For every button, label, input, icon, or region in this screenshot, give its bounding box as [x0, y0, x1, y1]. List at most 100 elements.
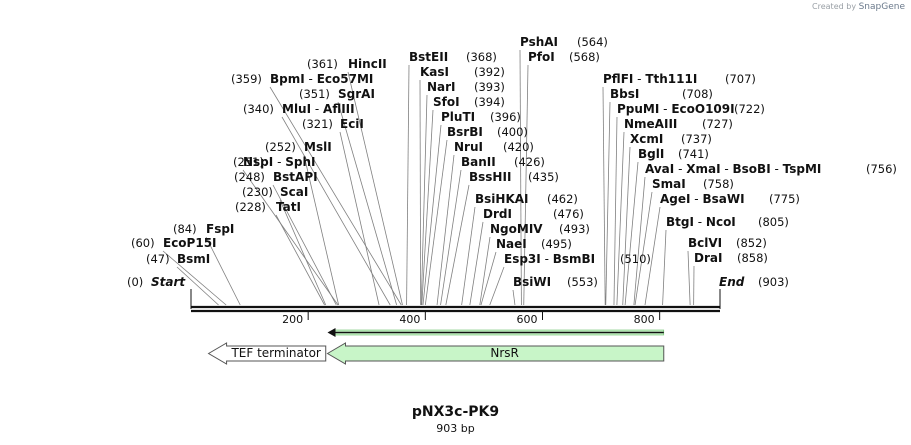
- site-label-ecop15i[interactable]: EcoP15I: [163, 236, 217, 250]
- site-leader-nmeaiii: [616, 131, 625, 306]
- site-pos-naei: (495): [541, 237, 572, 251]
- site-label-nmeaiii[interactable]: NmeAIII: [624, 117, 677, 131]
- site-label-bsiwi[interactable]: BsiWI: [513, 275, 551, 289]
- site-pos-fspi: (84): [173, 222, 197, 236]
- site-pos-ecop15i: (60): [131, 236, 155, 250]
- site-leader-nrui: [436, 154, 455, 306]
- site-label-scai[interactable]: ScaI: [280, 185, 308, 199]
- site-label-bgli[interactable]: BglI: [638, 147, 664, 161]
- tick-label-200: 200: [282, 313, 303, 326]
- site-leader-bsrbi: [424, 139, 448, 306]
- site-label-bsshii[interactable]: BssHII: [469, 170, 511, 184]
- feature-label-tef-terminator: TEF terminator: [230, 346, 320, 360]
- site-label-bsrbi[interactable]: BsrBI: [447, 125, 483, 139]
- site-label-bpmi[interactable]: BpmI - Eco57MI: [270, 72, 373, 86]
- site-label-xcmi[interactable]: XcmI: [630, 132, 663, 146]
- feature-arrow-nrsr[interactable]: [326, 342, 665, 365]
- site-leader-bsteii: [406, 64, 410, 306]
- site-pos-esp3i: (510): [620, 252, 651, 266]
- site-label-bclvi[interactable]: BclVI: [688, 236, 722, 250]
- site-label-ppumi[interactable]: PpuMI - EcoO109I: [617, 102, 735, 116]
- site-label-kasi[interactable]: KasI: [420, 65, 449, 79]
- start-label[interactable]: Start: [151, 275, 186, 289]
- sequence-map: FspI (84)EcoP15I (60) BsmI (47) MslI (252)NspI…: [127, 35, 897, 365]
- tick-label-400: 400: [399, 313, 420, 326]
- site-leader-bsshii: [445, 184, 470, 306]
- site-leader-smai: [634, 191, 653, 306]
- site-leader-naei: [480, 251, 497, 306]
- site-leader-bbsi: [605, 101, 611, 306]
- site-label-btgi[interactable]: BtgI - NcoI: [666, 215, 736, 229]
- site-label-banii[interactable]: BanII: [461, 155, 496, 169]
- ruler-ticks: 200 400 600 800: [282, 311, 661, 326]
- site-label-bsihkai[interactable]: BsiHKAI: [475, 192, 529, 206]
- site-pos-bsteii: (368): [466, 50, 497, 64]
- start-pos: (0): [127, 275, 143, 289]
- site-label-bbsi[interactable]: BbsI: [610, 87, 639, 101]
- feature-nrsr[interactable]: NrsR: [326, 342, 665, 365]
- orf-arrow[interactable]: [327, 328, 665, 337]
- site-label-smai[interactable]: SmaI: [652, 177, 686, 191]
- site-label-pshai[interactable]: PshAI: [520, 35, 558, 49]
- feature-tef-terminator[interactable]: TEF terminator: [207, 342, 327, 365]
- site-leader-ecii: [339, 131, 380, 306]
- end-label[interactable]: End: [719, 275, 745, 289]
- site-pos-ppumi: (722): [734, 102, 765, 116]
- site-pos-nspi: (251): [233, 155, 264, 169]
- tick-label-800: 800: [634, 313, 655, 326]
- site-label-msli[interactable]: MslI: [304, 140, 332, 154]
- site-label-pfoi[interactable]: PfoI: [528, 50, 555, 64]
- site-leader-sfoi: [421, 109, 434, 306]
- site-label-fspi[interactable]: FspI: [206, 222, 234, 236]
- site-labels: FspI (84)EcoP15I (60) BsmI (47) MslI (252)NspI…: [131, 35, 897, 289]
- site-leader-banii: [440, 169, 462, 306]
- site-leader-ngomiv: [479, 236, 491, 306]
- site-label-hincii[interactable]: HincII: [348, 57, 387, 71]
- site-pos-scai: (230): [242, 185, 273, 199]
- site-leader-nspi: [242, 169, 339, 306]
- feature-label-nrsr: NrsR: [490, 346, 519, 360]
- site-label-pflfi[interactable]: PflFI - Tth111I: [603, 72, 697, 86]
- site-leader-msli: [303, 154, 340, 306]
- snapgene-credit: Created by SnapGene: [812, 2, 905, 12]
- site-label-agei[interactable]: AgeI - BsaWI: [660, 192, 745, 206]
- site-pos-pfoi: (568): [569, 50, 600, 64]
- site-label-nari[interactable]: NarI: [427, 80, 456, 94]
- site-label-mlui[interactable]: MluI - AflIII: [282, 102, 355, 116]
- site-label-ecii[interactable]: EciI: [340, 117, 364, 131]
- site-leaders: [162, 49, 695, 306]
- site-pos-bsrbi: (400): [497, 125, 528, 139]
- site-label-sgrai[interactable]: SgrAI: [338, 87, 375, 101]
- site-label-drai[interactable]: DraI: [694, 251, 722, 265]
- site-label-nrui[interactable]: NruI: [454, 140, 483, 154]
- site-label-drdi[interactable]: DrdI: [483, 207, 512, 221]
- site-leader-ecop15i: [162, 250, 227, 306]
- site-pos-nari: (393): [474, 80, 505, 94]
- site-leader-sgrai: [337, 101, 398, 306]
- site-leader-drdi: [469, 221, 484, 306]
- site-label-pluti[interactable]: PluTI: [441, 110, 475, 124]
- site-label-nspi[interactable]: NspI - SphI: [243, 155, 315, 169]
- site-label-bstapi[interactable]: BstAPI: [273, 170, 318, 184]
- site-pos-bbsi: (708): [682, 87, 713, 101]
- site-pos-xcmi: (737): [681, 132, 712, 146]
- site-leader-tati: [275, 214, 325, 306]
- site-label-ngomiv[interactable]: NgoMIV: [490, 222, 543, 236]
- site-leader-bpmi: [269, 86, 402, 306]
- site-label-tati[interactable]: TatI: [276, 200, 301, 214]
- site-label-avai[interactable]: AvaI - XmaI - BsoBI - TspMI: [645, 162, 821, 176]
- snapgene-brand: SnapGene: [858, 2, 905, 12]
- site-pos-smai: (758): [703, 177, 734, 191]
- site-label-bsteii[interactable]: BstEII: [409, 50, 448, 64]
- site-label-bsmi[interactable]: BsmI: [177, 252, 210, 266]
- site-pos-pflfi: (707): [725, 72, 756, 86]
- site-label-esp3i[interactable]: Esp3I - BsmBI: [504, 252, 595, 266]
- site-label-naei[interactable]: NaeI: [496, 237, 527, 251]
- site-leader-scai: [279, 199, 327, 306]
- plasmid-title: pNX3c-PK9: [411, 404, 500, 420]
- site-leader-bgli: [624, 161, 639, 306]
- site-pos-nmeaiii: (727): [702, 117, 733, 131]
- features: TEF terminator NrsR: [207, 342, 665, 365]
- feature-arrow-tef-terminator[interactable]: [207, 342, 327, 365]
- site-label-sfoi[interactable]: SfoI: [433, 95, 460, 109]
